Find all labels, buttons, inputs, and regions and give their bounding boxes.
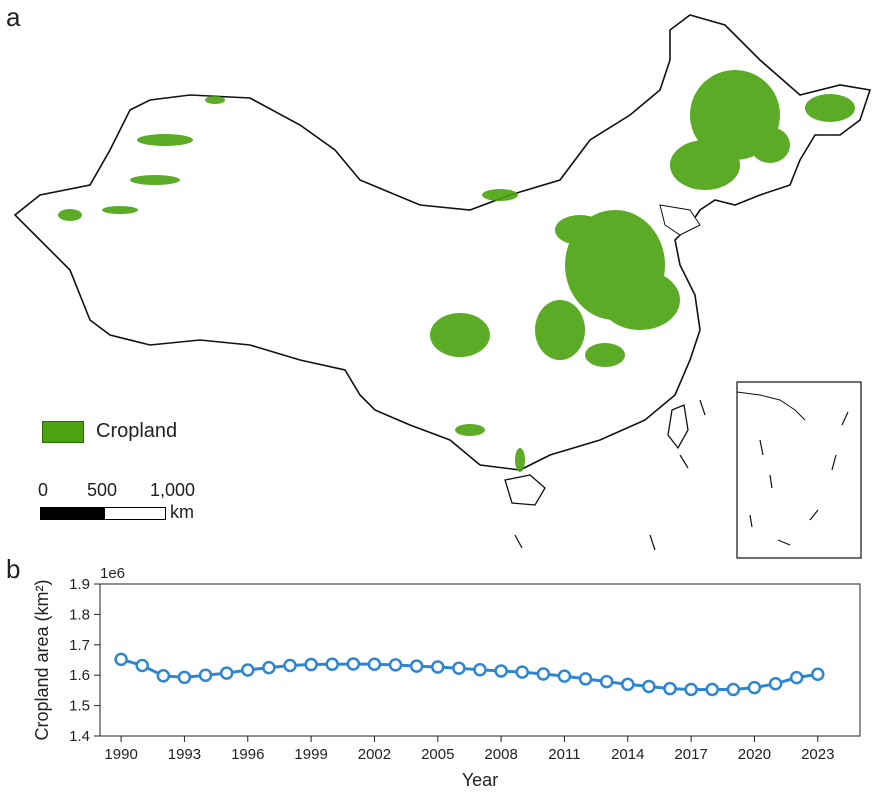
y-tick-label: 1.4 (69, 728, 90, 745)
plot-frame (99, 583, 861, 737)
y-tick-label: 1.6 (69, 667, 90, 684)
y-axis-title: Cropland area (km²) (32, 579, 52, 740)
data-point (473, 662, 487, 677)
data-point (726, 682, 741, 697)
cropland-area-chart: 1.4 1.5 1.6 1.7 1.8 1.9 1990 1993 1996 1999 2002 2… (32, 565, 861, 790)
data-point (156, 669, 171, 683)
data-point (642, 679, 656, 694)
y-tick-label: 1.8 (69, 606, 90, 623)
scale-segment-white (104, 507, 166, 520)
cropland-swatch (42, 420, 84, 443)
scale-bar: 0 500 1,000 km (38, 480, 230, 530)
x-tick-label: 2017 (674, 746, 707, 763)
data-point (663, 681, 677, 696)
china-boundary (13, 14, 872, 471)
scale-tick-1000: 1,000 (150, 480, 196, 500)
data-point (578, 672, 593, 686)
data-point (557, 669, 572, 683)
data-point (198, 668, 213, 682)
data-point (452, 661, 466, 675)
x-tick-label: 2011 (548, 746, 580, 763)
x-tick-label: 1993 (168, 746, 201, 763)
data-point (325, 657, 339, 672)
data-point (494, 664, 508, 678)
data-point (367, 657, 382, 672)
x-tick-label: 2002 (358, 746, 391, 763)
y-tick-label: 1.9 (69, 576, 90, 593)
legend-label: Cropland (96, 420, 178, 442)
y-multiplier-label: 1e6 (100, 565, 125, 582)
data-point (705, 682, 719, 697)
data-point (114, 652, 128, 667)
y-tick-label: 1.7 (69, 637, 90, 654)
x-tick-label: 2008 (484, 746, 517, 763)
south-china-sea-inset (736, 381, 862, 559)
scale-tick-0: 0 (38, 480, 49, 500)
bohai-gulf (659, 204, 701, 236)
scale-tick-500: 500 (87, 480, 118, 500)
map-legend: Cropland (42, 420, 177, 443)
data-point (768, 676, 783, 691)
data-point (241, 663, 255, 677)
hainan-island (504, 474, 546, 506)
data-point (135, 658, 149, 673)
x-tick-label: 2020 (738, 746, 771, 763)
data-point (515, 665, 529, 679)
x-axis: 1990 1993 1996 1999 2002 2005 2008 2011 2014 2017… (104, 736, 834, 763)
data-point (789, 670, 804, 685)
cropland-patches (58, 70, 855, 472)
y-tick-label: 1.5 (69, 698, 90, 715)
data-point (431, 660, 445, 674)
series-layer (114, 652, 825, 697)
x-tick-label: 2014 (611, 746, 644, 763)
x-tick-label: 1996 (231, 746, 264, 763)
data-point (304, 657, 318, 672)
data-point (283, 658, 297, 673)
data-point (219, 666, 234, 680)
data-point (409, 659, 424, 673)
data-point (747, 680, 762, 695)
data-point (811, 667, 825, 682)
data-point (388, 658, 403, 672)
series-line (120, 657, 819, 691)
taiwan-island (667, 404, 689, 450)
scale-unit: km (170, 502, 194, 522)
data-point (621, 677, 635, 692)
x-axis-title: Year (462, 770, 498, 790)
panel-label-b: b (6, 554, 21, 584)
x-tick-label: 2005 (421, 746, 454, 763)
sea-dashes (514, 399, 706, 551)
inset-dashes (749, 411, 849, 546)
inset-coastline (736, 391, 806, 421)
scale-segment-black (40, 507, 106, 520)
china-cropland-map (13, 14, 872, 559)
data-point (684, 682, 698, 697)
x-tick-label: 1999 (294, 746, 327, 763)
x-tick-label: 1990 (104, 746, 137, 763)
y-axis: 1.4 1.5 1.6 1.7 1.8 1.9 (69, 576, 100, 745)
data-point (599, 674, 614, 689)
data-point (177, 670, 192, 685)
data-point (346, 657, 361, 671)
x-tick-label: 2023 (801, 746, 834, 763)
data-point (536, 667, 551, 681)
panel-label-a: a (6, 2, 21, 32)
data-point (262, 660, 276, 675)
